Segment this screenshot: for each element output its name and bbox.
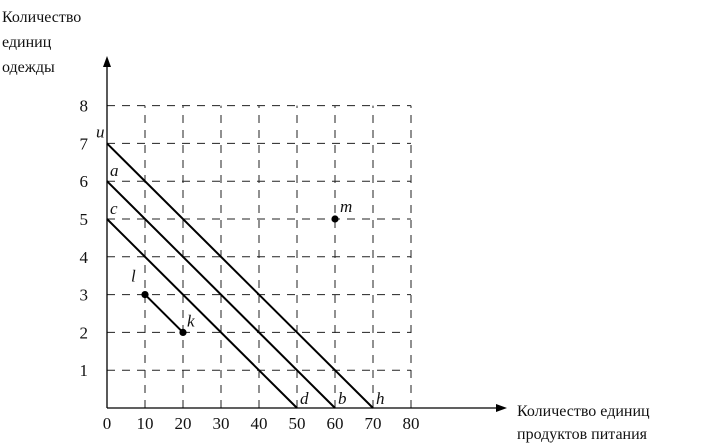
y-axis-title-line: одежды bbox=[2, 59, 55, 76]
x-tick-label: 20 bbox=[175, 414, 192, 433]
line-label-b: b bbox=[338, 389, 347, 408]
line-cd bbox=[106, 218, 298, 409]
line-label-c: c bbox=[110, 199, 118, 218]
y-axis-title-line: Количество bbox=[2, 9, 81, 26]
line-label-h: h bbox=[376, 389, 385, 408]
point-label-l: l bbox=[131, 267, 136, 286]
line-lk bbox=[144, 293, 184, 334]
x-tick-label: 80 bbox=[403, 414, 420, 433]
axes bbox=[103, 56, 507, 412]
y-tick-label: 1 bbox=[80, 361, 89, 380]
y-tick-label: 8 bbox=[80, 97, 89, 116]
line-ab bbox=[106, 180, 336, 409]
y-tick-label: 6 bbox=[80, 172, 89, 191]
budget-lines bbox=[106, 142, 374, 409]
x-tick-label: 60 bbox=[327, 414, 344, 433]
x-axis-arrow bbox=[496, 404, 507, 412]
x-tick-label: 70 bbox=[365, 414, 382, 433]
line-uh bbox=[106, 142, 374, 409]
x-axis-title-line: Количество единиц bbox=[517, 403, 650, 420]
y-tick-label: 5 bbox=[80, 210, 89, 229]
point-l bbox=[141, 291, 149, 299]
grid bbox=[107, 105, 412, 408]
y-axis-arrow bbox=[103, 56, 111, 67]
line-label-d: d bbox=[300, 389, 309, 408]
x-tick-label: 40 bbox=[251, 414, 268, 433]
line-label-a: a bbox=[110, 161, 119, 180]
x-tick-label: 50 bbox=[289, 414, 306, 433]
y-tick-label: 3 bbox=[80, 286, 89, 305]
point-m bbox=[331, 215, 339, 223]
x-tick-label: 0 bbox=[103, 414, 112, 433]
x-axis-title-line: продуктов питания bbox=[517, 426, 648, 443]
point-label-m: m bbox=[340, 197, 352, 216]
labels: 0 10 20 30 40 50 60 70 80 1 2 3 4 5 6 7 8 Количество едини… bbox=[2, 9, 650, 443]
y-tick-label: 2 bbox=[80, 323, 89, 342]
y-axis-title-line: единиц bbox=[2, 34, 52, 51]
y-tick-label: 4 bbox=[80, 248, 89, 267]
points bbox=[141, 215, 339, 336]
x-tick-label: 30 bbox=[213, 414, 230, 433]
point-label-k: k bbox=[187, 311, 195, 330]
point-k bbox=[179, 328, 187, 336]
y-tick-label: 7 bbox=[80, 134, 89, 153]
line-label-u: u bbox=[96, 122, 105, 141]
x-tick-label: 10 bbox=[137, 414, 154, 433]
